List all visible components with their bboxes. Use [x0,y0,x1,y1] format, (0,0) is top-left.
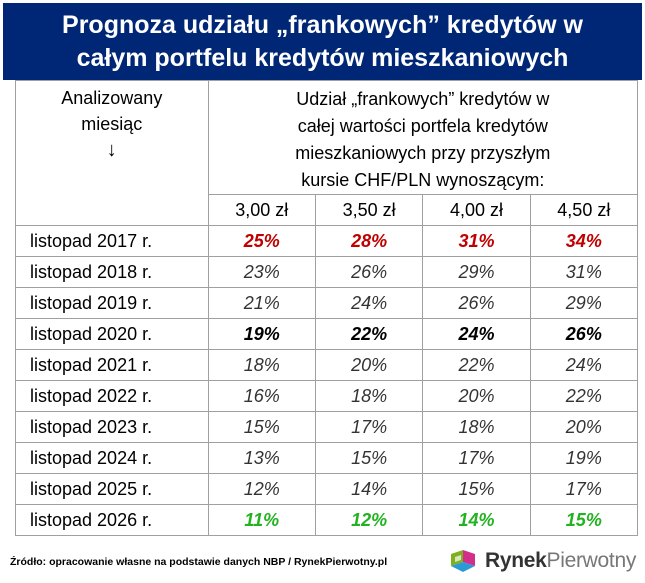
group-header-line-2: całej wartości portfela kredytów [297,116,548,136]
share-value-cell: 24% [529,349,639,381]
share-value-cell: 31% [529,256,639,288]
rate-header-1: 3,00 zł [207,194,316,226]
share-value-cell: 15% [422,473,531,505]
table-row: listopad 2022 r. 16% 18% 20% 22% [15,380,639,412]
logo-text-part2: Pierwotny [546,549,637,572]
share-value-cell: 20% [314,349,424,381]
table-row: listopad 2020 r. 19% 22% 24% 26% [15,318,639,350]
rate-header-3: 4,00 zł [422,194,531,226]
table-row: listopad 2025 r. 12% 14% 15% 17% [15,473,639,505]
share-value-cell: 31% [422,225,531,257]
share-value-cell: 17% [314,411,424,443]
month-column-header: Analizowany miesiąc ↓ [15,80,209,226]
group-header-line-3: mieszkaniowych przy przyszłym [295,143,551,163]
share-value-cell: 15% [529,504,639,536]
share-value-cell: 14% [314,473,424,505]
table-row: listopad 2017 r. 25% 28% 31% 34% [15,225,639,257]
title-line-1: Prognoza udziału „frankowych” kredytów w [62,10,583,39]
share-value-cell: 26% [422,287,531,319]
share-value-cell: 19% [529,442,639,474]
rate-group-header: Udział „frankowych” kredytów w całej war… [207,80,639,195]
share-value-cell: 26% [314,256,424,288]
forecast-table: Analizowany miesiąc ↓ Udział „frankowych… [15,80,639,536]
logo-text: RynekPierwotny [485,549,636,573]
month-header-line-2: miesiąc [81,114,143,134]
share-value-cell: 14% [422,504,531,536]
rynekpierwotny-logo: RynekPierwotny [449,548,636,574]
share-value-cell: 22% [422,349,531,381]
share-value-cell: 25% [207,225,316,257]
share-value-cell: 12% [207,473,316,505]
share-value-cell: 16% [207,380,316,412]
month-label: listopad 2020 r. [15,318,209,350]
month-label: listopad 2025 r. [15,473,209,505]
month-label: listopad 2023 r. [15,411,209,443]
share-value-cell: 20% [422,380,531,412]
share-value-cell: 18% [422,411,531,443]
share-value-cell: 17% [422,442,531,474]
table-row: listopad 2026 r. 11% 12% 14% 15% [15,504,639,536]
share-value-cell: 17% [529,473,639,505]
group-header-line-1: Udział „frankowych” kredytów w [296,89,550,109]
down-arrow-icon: ↓ [106,139,117,161]
share-value-cell: 12% [314,504,424,536]
source-note: Źródło: opracowanie własne na podstawie … [10,556,388,568]
month-label: listopad 2022 r. [15,380,209,412]
group-header-line-4: kursie CHF/PLN wynoszącym: [301,170,545,190]
share-value-cell: 24% [314,287,424,319]
month-label: listopad 2017 r. [15,225,209,257]
month-label: listopad 2024 r. [15,442,209,474]
logo-text-part1: Rynek [485,549,547,572]
share-value-cell: 34% [529,225,639,257]
share-value-cell: 22% [529,380,639,412]
share-value-cell: 29% [529,287,639,319]
table-row: listopad 2021 r. 18% 20% 22% 24% [15,349,639,381]
table-row: listopad 2019 r. 21% 24% 26% 29% [15,287,639,319]
month-label: listopad 2026 r. [15,504,209,536]
month-label: listopad 2018 r. [15,256,209,288]
share-value-cell: 20% [529,411,639,443]
share-value-cell: 15% [314,442,424,474]
month-label: listopad 2019 r. [15,287,209,319]
title-line-2: całym portfelu kredytów mieszkaniowych [76,43,569,72]
table-row: listopad 2023 r. 15% 17% 18% 20% [15,411,639,443]
month-header-line-1: Analizowany [61,88,163,108]
share-value-cell: 22% [314,318,424,350]
share-value-cell: 28% [314,225,424,257]
logo-cube-icon [451,550,475,572]
table-row: listopad 2018 r. 23% 26% 29% 31% [15,256,639,288]
share-value-cell: 29% [422,256,531,288]
share-value-cell: 21% [207,287,316,319]
month-label: listopad 2021 r. [15,349,209,381]
share-value-cell: 24% [422,318,531,350]
share-value-cell: 15% [207,411,316,443]
share-value-cell: 18% [207,349,316,381]
share-value-cell: 18% [314,380,424,412]
share-value-cell: 19% [207,318,316,350]
share-value-cell: 26% [529,318,639,350]
share-value-cell: 23% [207,256,316,288]
rate-header-4: 4,50 zł [529,194,639,226]
table-row: listopad 2024 r. 13% 15% 17% 19% [15,442,639,474]
share-value-cell: 13% [207,442,316,474]
title-banner: Prognoza udziału „frankowych” kredytów w… [3,3,642,80]
rate-header-2: 3,50 zł [314,194,424,226]
share-value-cell: 11% [207,504,316,536]
